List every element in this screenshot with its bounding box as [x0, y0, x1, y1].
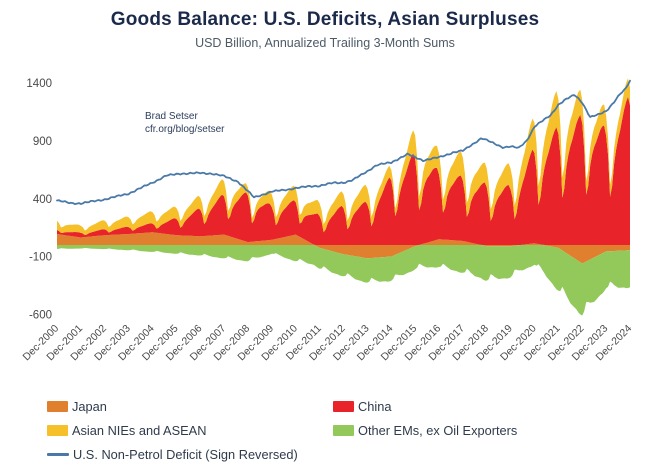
legend-item-japan: Japan: [47, 398, 333, 414]
source-annotation: Brad Setser cfr.org/blog/setser: [145, 110, 224, 136]
chart-subtitle: USD Billion, Annualized Trailing 3-Month…: [195, 36, 455, 50]
y-tick-label: 400: [33, 194, 52, 206]
y-tick-label: -600: [29, 309, 52, 321]
area-asian-nies-and-asean: [57, 78, 630, 236]
legend-swatch-icon: [333, 424, 354, 436]
legend-item-asian-nies-and-asean: Asian NIEs and ASEAN: [47, 422, 333, 438]
y-tick-label: -100: [29, 252, 52, 264]
y-tick-label: 1400: [26, 78, 52, 90]
legend-item-u-s-non-petrol-deficit-sign-reversed: U.S. Non-Petrol Deficit (Sign Reversed): [47, 446, 333, 462]
y-tick-label: 900: [33, 136, 52, 148]
area-other-ems-ex-oil-exporters: [57, 245, 630, 316]
legend-swatch-icon: [47, 400, 68, 412]
line-us-non-petrol-deficit: [56, 79, 631, 205]
legend-item-china: China: [333, 398, 633, 414]
legend-line-icon: [47, 452, 69, 456]
legend-label: China: [358, 398, 392, 414]
legend-item-other-ems-ex-oil-exporters: Other EMs, ex Oil Exporters: [333, 422, 633, 438]
legend-label: Other EMs, ex Oil Exporters: [358, 422, 518, 438]
chart-title: Goods Balance: U.S. Deficits, Asian Surp…: [110, 9, 540, 30]
annotation-url: cfr.org/blog/setser: [145, 124, 225, 135]
area-japan: [57, 232, 630, 264]
legend-label: Asian NIEs and ASEAN: [72, 422, 207, 438]
legend-label: U.S. Non-Petrol Deficit (Sign Reversed): [73, 446, 298, 462]
area-china: [57, 96, 630, 245]
legend-label: Japan: [72, 398, 107, 414]
legend-swatch-icon: [47, 424, 68, 436]
legend-swatch-icon: [333, 400, 354, 412]
chart-legend: Japan China Asian NIEs and ASEAN Other EMs,…: [47, 398, 633, 462]
annotation-author: Brad Setser: [145, 111, 198, 122]
